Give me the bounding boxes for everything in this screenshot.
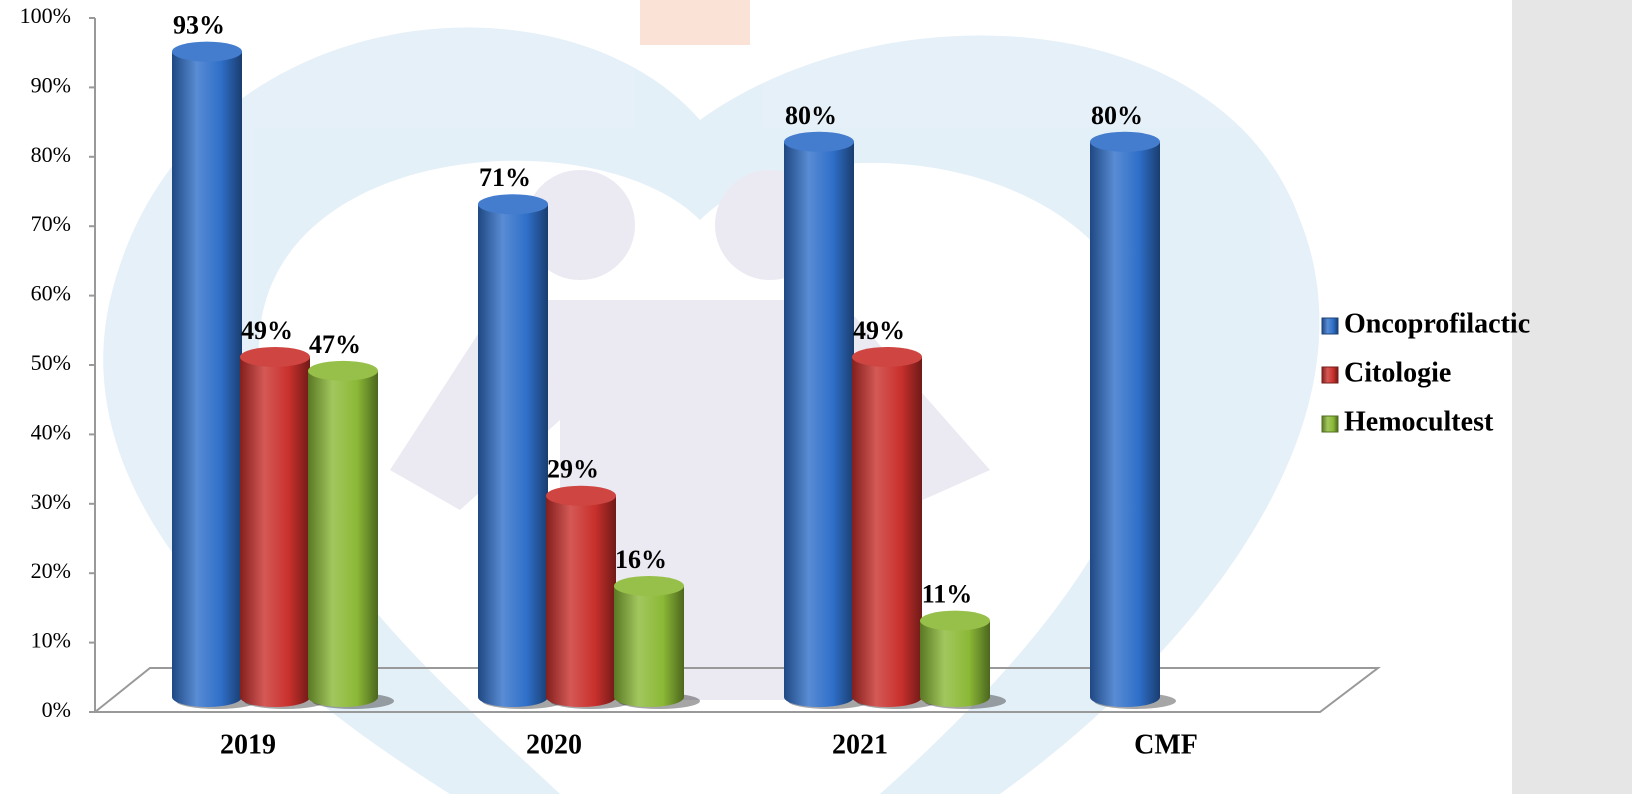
legend-label: Citologie: [1344, 357, 1451, 388]
y-tick-label: 10%: [31, 628, 71, 653]
bar-body: [240, 357, 310, 707]
bar-top: [478, 194, 548, 214]
bar-top: [546, 486, 616, 506]
bar-top: [614, 576, 684, 596]
value-label: 93%: [173, 11, 225, 40]
value-label: 80%: [1091, 101, 1143, 130]
value-label: 80%: [785, 101, 837, 130]
bar-body: [308, 371, 378, 707]
y-tick-label: 30%: [31, 489, 71, 514]
bar-body: [784, 142, 854, 707]
side-panel: [1512, 0, 1632, 794]
y-tick-label: 50%: [31, 350, 71, 375]
y-tick-label: 70%: [31, 211, 71, 236]
y-tick-label: 60%: [31, 281, 71, 306]
legend-swatch: [1322, 367, 1338, 383]
x-tick-label: 2021: [832, 729, 888, 760]
legend-swatch: [1322, 318, 1338, 334]
x-tick-label: CMF: [1134, 729, 1198, 760]
value-label: 11%: [922, 580, 973, 609]
bar-body: [546, 496, 616, 707]
y-tick-label: 20%: [31, 558, 71, 583]
value-label: 71%: [479, 163, 531, 192]
bar-top: [172, 42, 242, 62]
bar-top: [308, 361, 378, 381]
legend-label: Oncoprofilactic: [1344, 308, 1530, 339]
bar-top: [240, 347, 310, 367]
y-tick-label: 90%: [31, 72, 71, 97]
bar-body: [478, 204, 548, 707]
bar-top: [784, 132, 854, 152]
x-tick-label: 2020: [526, 729, 582, 760]
bar-body: [172, 52, 242, 707]
y-tick-label: 80%: [31, 142, 71, 167]
value-label: 49%: [853, 316, 905, 345]
bar-top: [1090, 132, 1160, 152]
bar-top: [852, 347, 922, 367]
legend-label: Hemocultest: [1344, 406, 1494, 437]
value-label: 16%: [615, 545, 667, 574]
bar-top: [920, 611, 990, 631]
chart: 0% 10% 20% 30% 40% 50% 60% 70% 80% 90% 100% 2019 93%…: [0, 0, 1632, 794]
bar-body: [614, 586, 684, 707]
y-tick-label: 40%: [31, 419, 71, 444]
legend-swatch: [1322, 416, 1338, 432]
y-tick-label: 0%: [42, 697, 71, 722]
bar-body: [920, 621, 990, 707]
bar-body: [852, 357, 922, 707]
value-label: 29%: [547, 455, 599, 484]
x-tick-label: 2019: [220, 729, 276, 760]
value-label: 49%: [241, 316, 293, 345]
bar-body: [1090, 142, 1160, 707]
y-tick-label: 100%: [20, 3, 71, 28]
value-label: 47%: [309, 330, 361, 359]
